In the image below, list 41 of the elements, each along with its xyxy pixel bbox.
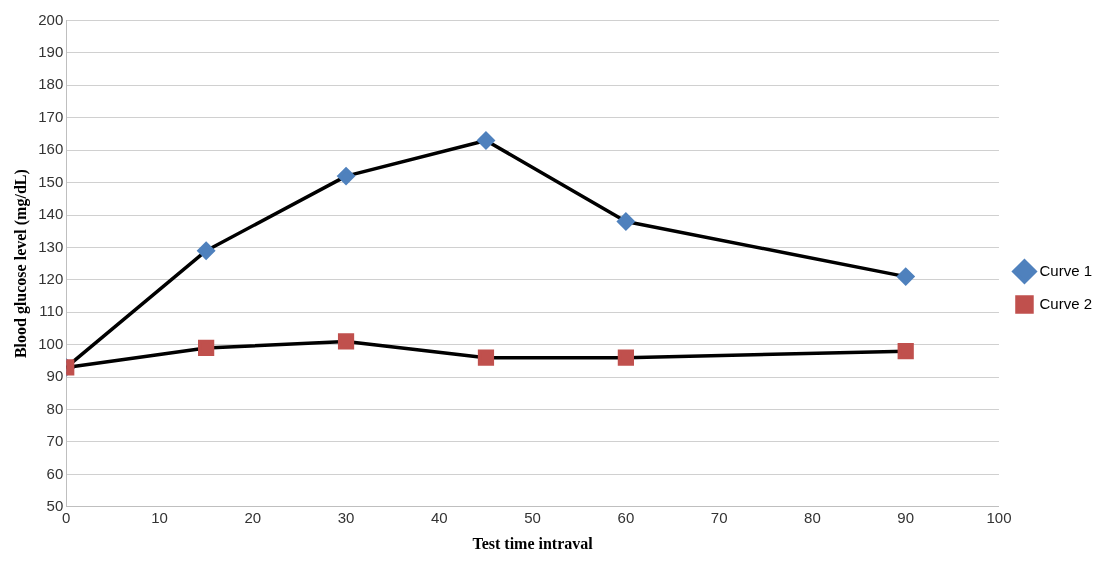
x-tick-label: 50 bbox=[524, 508, 541, 526]
y-tick-label: 170 bbox=[38, 107, 64, 125]
x-tick-label: 60 bbox=[617, 508, 635, 526]
x-tick-label: 90 bbox=[897, 508, 915, 526]
point bbox=[337, 333, 355, 350]
y-tick-label: 200 bbox=[38, 10, 64, 28]
x-tick-label: 10 bbox=[151, 508, 168, 526]
point bbox=[896, 267, 915, 286]
x-tick-label: 0 bbox=[62, 508, 71, 526]
point bbox=[617, 212, 635, 231]
y-tick-label: 100 bbox=[38, 334, 64, 352]
x-tick-label: 20 bbox=[244, 508, 262, 526]
y-tick-label: 90 bbox=[46, 367, 64, 385]
y-tick-label: 140 bbox=[38, 205, 64, 223]
point bbox=[617, 349, 634, 366]
y-tick-label: 120 bbox=[38, 270, 64, 287]
x-tick-label: 30 bbox=[337, 508, 355, 526]
y-tick-label: 110 bbox=[39, 302, 64, 320]
y-tick-label: 190 bbox=[38, 43, 64, 61]
y-tick-label: 180 bbox=[38, 75, 64, 93]
y-tick-label: 160 bbox=[38, 140, 64, 158]
legend-label: Curve 2 bbox=[1039, 294, 1093, 312]
y-tick-label: 50 bbox=[46, 496, 64, 514]
y-axis-title: Blood glucose level (mg/dL) bbox=[11, 169, 30, 359]
y-tick-label: 60 bbox=[46, 464, 64, 482]
x-tick-label: 100 bbox=[986, 508, 1012, 526]
y-tick-label: 130 bbox=[38, 237, 64, 255]
point bbox=[477, 131, 495, 150]
point bbox=[197, 241, 215, 260]
y-tick-label: 70 bbox=[46, 432, 64, 450]
y-tick-label: 150 bbox=[38, 172, 64, 190]
x-tick-label: 80 bbox=[804, 508, 821, 526]
point bbox=[198, 339, 215, 357]
y-tick-label: 80 bbox=[46, 399, 64, 417]
x-tick-label: 70 bbox=[710, 508, 728, 526]
x-axis-title: Test time intraval bbox=[472, 534, 594, 552]
point bbox=[477, 349, 495, 366]
point bbox=[337, 167, 355, 185]
legend-label: Curve 1 bbox=[1039, 261, 1093, 279]
point bbox=[897, 343, 914, 360]
x-tick-label: 40 bbox=[430, 508, 448, 526]
